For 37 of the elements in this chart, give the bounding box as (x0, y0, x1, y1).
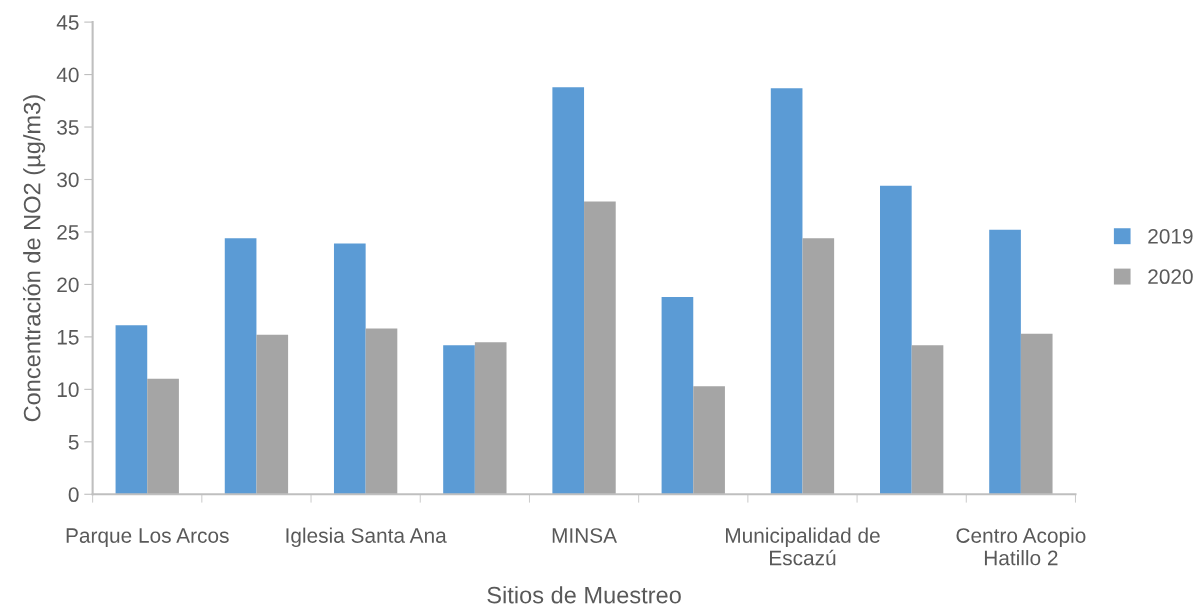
y-tick-label: 10 (57, 382, 79, 398)
x-tick-label: Centro Acopio Hatillo 2 (956, 527, 1086, 566)
bar (880, 185, 912, 495)
bar (661, 297, 694, 495)
y-tick-label: 15 (57, 330, 79, 345)
legend-label: 2020 (1148, 269, 1193, 285)
y-tick-label: 30 (57, 172, 79, 188)
bar (911, 345, 944, 495)
bar (584, 201, 616, 495)
y-tick-label: 5 (68, 435, 79, 450)
bar (693, 386, 725, 495)
bar (147, 378, 179, 495)
bar (443, 345, 475, 495)
y-tick-label: 20 (57, 277, 79, 293)
bar (552, 87, 585, 495)
bar (115, 325, 148, 495)
x-tick-label: Municipalidad de Escazú (726, 527, 880, 566)
x-axis-title: Sitios de Muestreo (487, 586, 681, 604)
y-tick-label: 0 (68, 487, 79, 503)
bar (224, 238, 257, 495)
bar (333, 243, 366, 495)
bar (770, 88, 803, 495)
bar (989, 229, 1021, 495)
legend-label: 2019 (1148, 228, 1193, 244)
y-tick-label: 45 (56, 15, 79, 30)
y-tick-label: 25 (57, 224, 79, 240)
y-axis-title: Concentración de NO2 (µg/m3) (22, 95, 46, 422)
bar (1020, 333, 1053, 495)
x-tick-label: Parque Los Arcos (66, 528, 229, 548)
y-tick-label: 40 (56, 67, 79, 83)
bar (365, 328, 398, 495)
y-tick-label: 35 (57, 120, 79, 135)
bar (474, 342, 507, 495)
x-tick-label: MINSA (552, 528, 617, 543)
x-tick-label: Iglesia Santa Ana (286, 527, 447, 548)
bar (256, 334, 289, 495)
bar (802, 238, 835, 495)
